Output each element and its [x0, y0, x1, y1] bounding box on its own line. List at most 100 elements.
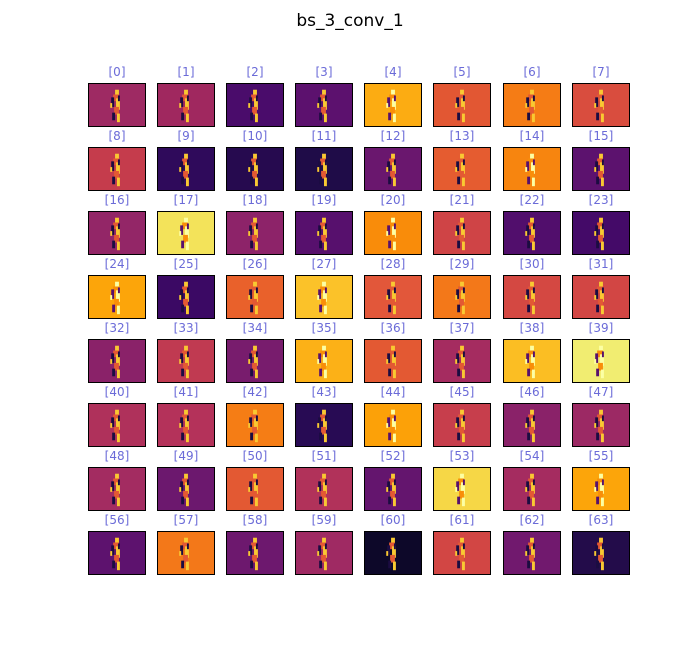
- activation-blob: [181, 496, 185, 505]
- activation-blob: [458, 94, 464, 102]
- activation-blob: [110, 423, 113, 428]
- feature-map-label: [63]: [588, 513, 614, 527]
- activation-blob: [255, 95, 258, 102]
- activation-heatmap: [573, 212, 629, 254]
- activation-blob: [182, 94, 188, 102]
- activation-blob: [594, 167, 597, 172]
- activation-blob: [531, 162, 535, 174]
- activation-blob: [389, 414, 395, 422]
- activation-blob: [457, 432, 461, 441]
- activation-blob: [595, 353, 599, 363]
- activation-blob: [324, 287, 327, 294]
- activation-blob: [599, 537, 603, 543]
- activation-heatmap: [158, 468, 214, 510]
- feature-map-label: [20]: [380, 193, 406, 207]
- activation-blob: [180, 353, 184, 363]
- activation-blob: [601, 305, 604, 315]
- feature-map-label: [2]: [246, 65, 264, 79]
- activation-blob: [255, 159, 258, 166]
- activation-blob: [529, 554, 534, 563]
- activation-blob: [180, 481, 184, 491]
- activation-blob: [457, 176, 461, 185]
- activation-heatmap: [227, 468, 283, 510]
- activation-blob: [180, 225, 184, 235]
- activation-blob: [322, 409, 326, 415]
- activation-blob: [460, 217, 464, 223]
- activation-blob: [254, 98, 258, 110]
- activation-blob: [117, 287, 120, 294]
- activation-blob: [529, 362, 534, 371]
- activation-blob: [530, 89, 534, 95]
- activation-blob: [253, 89, 257, 95]
- activation-blob: [110, 231, 113, 236]
- feature-map-label: [49]: [173, 449, 199, 463]
- activation-blob: [116, 290, 120, 302]
- feature-map-label: [57]: [173, 513, 199, 527]
- activation-blob: [526, 481, 530, 491]
- activation-blob: [393, 113, 396, 123]
- activation-blob: [255, 543, 258, 550]
- activation-blob: [254, 482, 258, 494]
- activation-blob: [529, 298, 534, 307]
- activation-blob: [532, 287, 535, 294]
- activation-blob: [322, 281, 326, 287]
- activation-blob: [111, 353, 115, 363]
- activation-blob: [116, 482, 120, 494]
- activation-blob: [179, 551, 182, 556]
- activation-heatmap: [365, 532, 421, 574]
- activation-blob: [110, 359, 113, 364]
- activation-blob: [250, 240, 254, 249]
- activation-blob: [456, 97, 460, 107]
- activation-blob: [252, 298, 257, 307]
- activation-blob: [532, 95, 535, 102]
- activation-blob: [594, 295, 597, 300]
- activation-blob: [526, 417, 530, 427]
- activation-blob: [462, 287, 465, 294]
- feature-map-image: [364, 339, 422, 383]
- activation-blob: [461, 482, 465, 494]
- activation-heatmap: [504, 340, 560, 382]
- activation-blob: [115, 345, 119, 351]
- activation-heatmap: [504, 148, 560, 190]
- activation-heatmap: [365, 84, 421, 126]
- activation-blob: [527, 432, 531, 441]
- activation-blob: [185, 226, 189, 238]
- activation-heatmap: [158, 212, 214, 254]
- activation-blob: [252, 106, 257, 115]
- activation-heatmap: [296, 404, 352, 446]
- activation-blob: [597, 286, 603, 294]
- activation-blob: [528, 478, 534, 486]
- activation-blob: [462, 241, 465, 251]
- activation-heatmap: [365, 468, 421, 510]
- activation-blob: [117, 561, 120, 571]
- activation-blob: [532, 561, 535, 571]
- activation-blob: [598, 426, 603, 435]
- activation-blob: [113, 350, 119, 358]
- activation-blob: [253, 537, 257, 543]
- activation-blob: [526, 161, 530, 171]
- activation-blob: [389, 478, 395, 486]
- activation-blob: [596, 240, 600, 249]
- activation-blob: [526, 289, 530, 299]
- activation-blob: [319, 112, 323, 121]
- activation-blob: [456, 353, 460, 363]
- activation-blob: [393, 497, 396, 507]
- activation-blob: [599, 153, 603, 159]
- feature-map-label: [62]: [519, 513, 545, 527]
- feature-map-label: [19]: [311, 193, 337, 207]
- feature-map-image: [364, 275, 422, 319]
- activation-blob: [530, 281, 534, 287]
- feature-map-label: [41]: [173, 385, 199, 399]
- activation-blob: [317, 423, 320, 428]
- activation-heatmap: [365, 340, 421, 382]
- activation-blob: [598, 298, 603, 307]
- activation-blob: [386, 423, 389, 428]
- activation-blob: [321, 234, 326, 243]
- activation-blob: [253, 281, 257, 287]
- feature-map-label: [6]: [523, 65, 541, 79]
- activation-blob: [387, 353, 391, 363]
- activation-blob: [461, 290, 465, 302]
- activation-blob: [391, 345, 395, 351]
- feature-map-image: [295, 467, 353, 511]
- feature-map-image: [433, 403, 491, 447]
